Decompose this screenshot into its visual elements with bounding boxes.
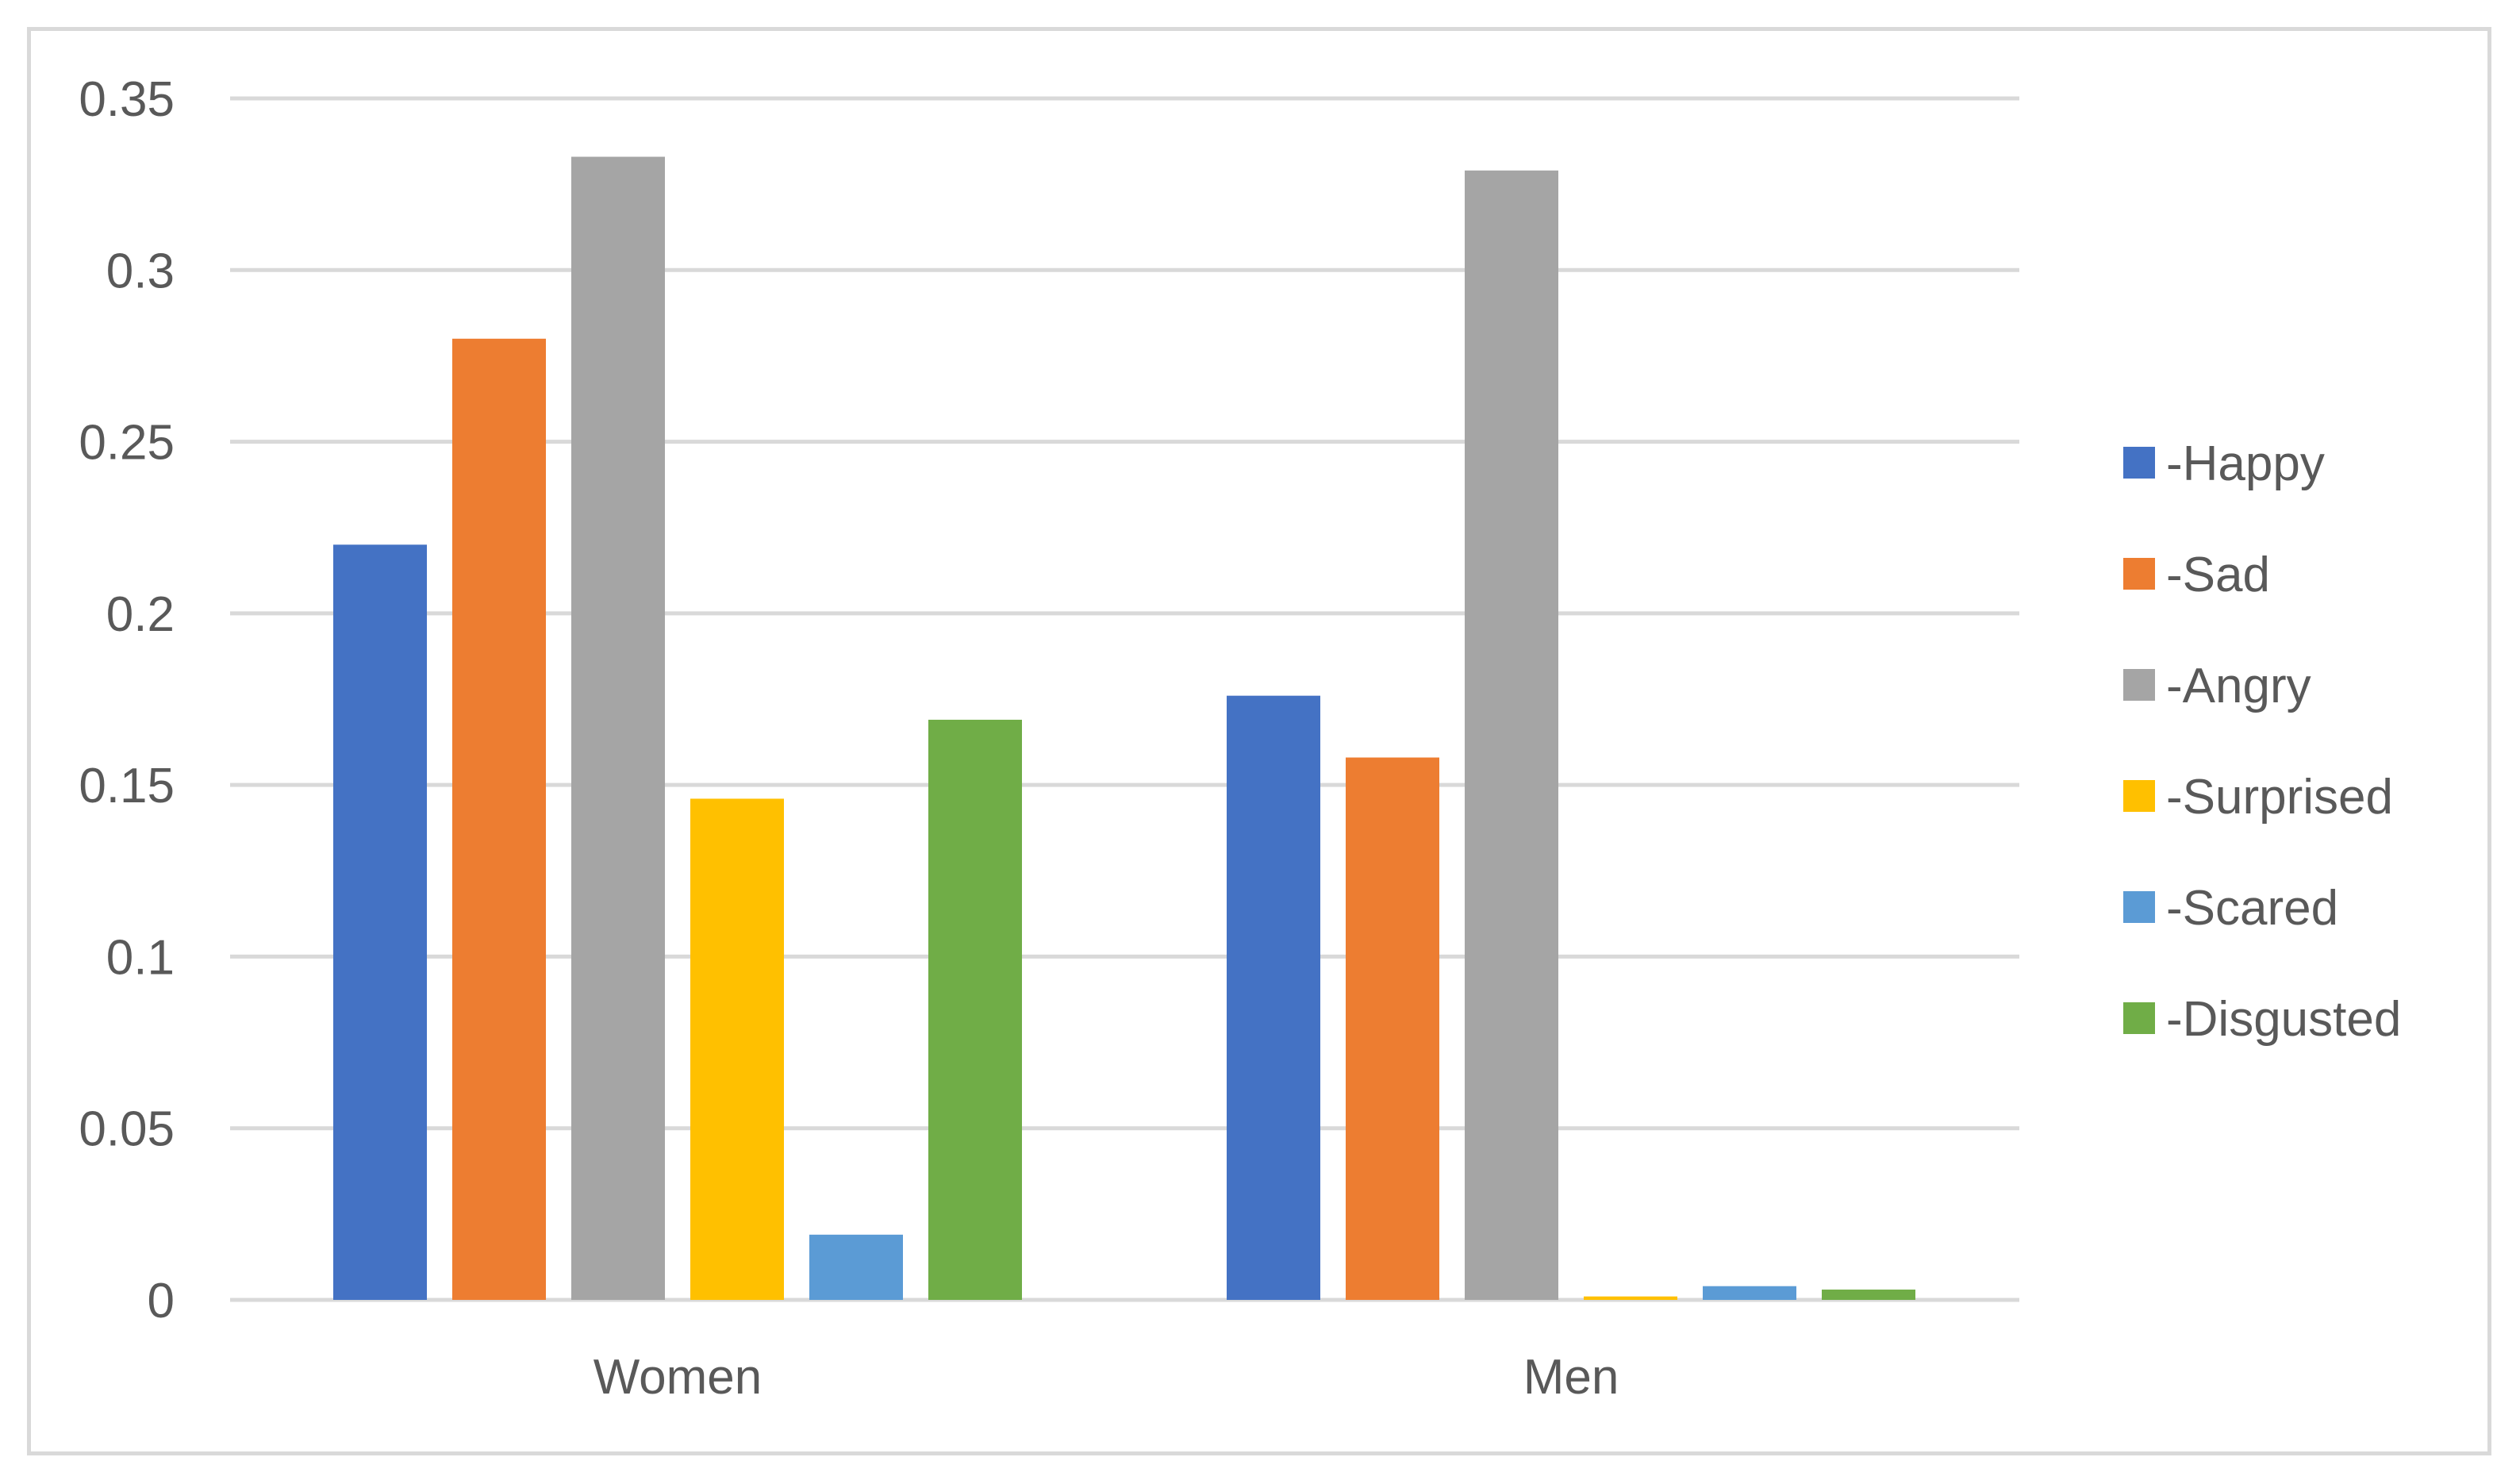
bar-women-sad <box>452 338 546 1300</box>
bar-men-surprised <box>1584 1296 1677 1300</box>
legend-label: -Scared <box>2166 881 2338 936</box>
legend-swatch-scared <box>2123 891 2155 923</box>
bars <box>333 156 1915 1301</box>
bar-women-happy <box>333 544 427 1300</box>
bar-men-scared <box>1703 1286 1796 1300</box>
legend-label: -Angry <box>2166 659 2311 713</box>
legend-swatch-sad <box>2123 558 2155 590</box>
bar-women-scared <box>809 1234 903 1300</box>
legend-swatch-surprised <box>2123 780 2155 812</box>
x-category-label: Men <box>1523 1350 1619 1405</box>
bar-women-surprised <box>690 798 784 1300</box>
legend-swatch-angry <box>2123 669 2155 701</box>
x-category-label: Women <box>594 1350 763 1405</box>
bar-men-sad <box>1346 757 1439 1300</box>
x-axis-category-labels: Women Men <box>594 1350 1619 1405</box>
y-tick-label: 0.35 <box>79 72 175 127</box>
legend-swatch-happy <box>2123 447 2155 479</box>
y-tick-label: 0.2 <box>106 587 175 642</box>
bar-men-happy <box>1227 695 1320 1300</box>
y-tick-label: 0.05 <box>79 1102 175 1157</box>
bar-men-angry <box>1465 170 1558 1301</box>
legend-label: -Happy <box>2166 436 2325 491</box>
legend: -Happy -Sad -Angry -Surprised -Scared -Disgus… <box>2123 436 2401 1047</box>
y-tick-label: 0 <box>148 1274 175 1328</box>
bar-women-angry <box>571 156 665 1301</box>
y-tick-label: 0.3 <box>106 244 175 298</box>
legend-swatch-disgusted <box>2123 1002 2155 1034</box>
y-tick-label: 0.1 <box>106 930 175 985</box>
y-tick-label: 0.25 <box>79 416 175 471</box>
bar-men-disgusted <box>1822 1290 1915 1300</box>
y-tick-label: 0.15 <box>79 759 175 813</box>
legend-label: -Sad <box>2166 548 2270 602</box>
bar-women-disgusted <box>928 719 1022 1300</box>
y-axis-tick-labels: 0 0.05 0.1 0.15 0.2 0.25 0.3 0.35 <box>79 72 175 1328</box>
legend-label: -Surprised <box>2166 770 2393 825</box>
legend-label: -Disgusted <box>2166 992 2401 1047</box>
